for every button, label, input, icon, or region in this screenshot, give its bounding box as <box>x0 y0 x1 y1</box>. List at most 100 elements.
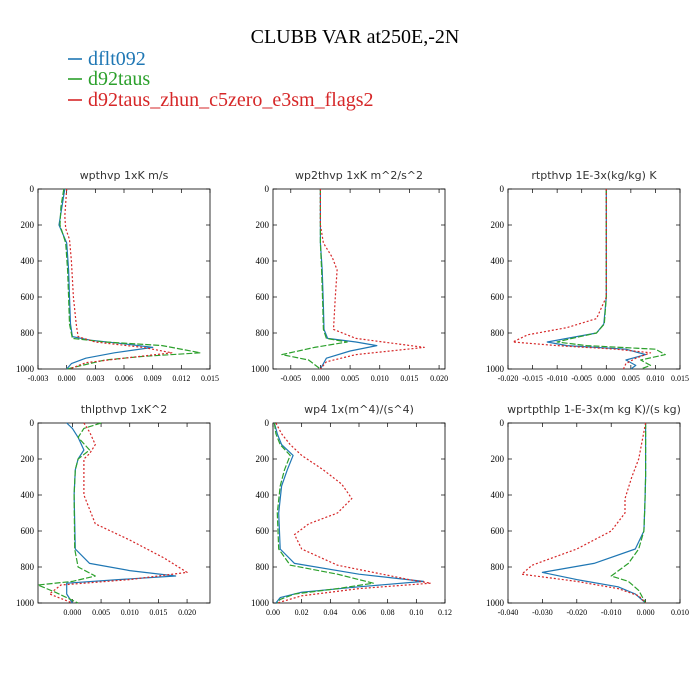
x-tick-label: -0.003 <box>28 374 49 383</box>
x-tick-label: 0.015 <box>201 374 219 383</box>
x-tick-label: -0.015 <box>522 374 543 383</box>
series-line-d92taus_zhun_c5zero_e3sm_flags2 <box>521 422 647 604</box>
y-tick-label: 200 <box>491 220 505 230</box>
y-tick-label: 0 <box>265 418 270 428</box>
series-line-dflt092 <box>319 189 378 370</box>
legend: dflt092 d92taus d92taus_zhun_c5zero_e3sm… <box>68 48 373 111</box>
series-line-d92taus_zhun_c5zero_e3sm_flags2 <box>512 189 652 370</box>
x-tick-label: -0.010 <box>601 608 622 617</box>
x-tick-label: 0.012 <box>172 374 190 383</box>
figure-title: CLUBB VAR at250E,-2N <box>251 26 460 48</box>
y-tick-label: 800 <box>21 328 35 338</box>
x-tick-label: -0.010 <box>547 374 568 383</box>
x-tick-label: 0.010 <box>671 608 689 617</box>
y-tick-label: 0 <box>30 418 35 428</box>
y-tick-label: 800 <box>256 562 270 572</box>
panel-title: rtpthvp 1E-3x(kg/kg) K <box>531 169 657 182</box>
x-tick-label: 0.020 <box>430 374 448 383</box>
series-line-dflt092 <box>273 422 425 604</box>
x-tick-label: 0.000 <box>637 608 655 617</box>
y-tick-label: 200 <box>21 220 35 230</box>
x-tick-label: -0.005 <box>571 374 592 383</box>
x-tick-label: 0.12 <box>438 608 452 617</box>
x-tick-label: 0.010 <box>371 374 389 383</box>
x-tick-label: 0.003 <box>86 374 104 383</box>
x-tick-label: 0.015 <box>671 374 689 383</box>
panel-title: wprtpthlp 1-E-3x(m kg K)/(s kg) <box>507 403 681 416</box>
y-tick-label: 0 <box>265 184 270 194</box>
x-tick-label: 0.010 <box>121 608 139 617</box>
y-tick-label: 400 <box>21 256 35 266</box>
panel-3: rtpthvp 1E-3x(kg/kg) K -0.020 -0.015 -0.010… <box>486 169 689 383</box>
y-tick-label: 0 <box>500 184 505 194</box>
series-line-d92taus <box>281 189 348 370</box>
y-tick-label: 400 <box>256 490 270 500</box>
y-tick-label: 1000 <box>251 364 270 374</box>
axes-frame <box>272 188 446 370</box>
x-tick-label: -0.040 <box>498 608 519 617</box>
axes-frame <box>272 422 446 604</box>
panel-title: thlpthvp 1xK^2 <box>81 403 168 416</box>
y-tick-label: 200 <box>256 454 270 464</box>
axes-frame <box>37 422 211 604</box>
y-tick-label: 200 <box>256 220 270 230</box>
legend-label-zhun: d92taus_zhun_c5zero_e3sm_flags2 <box>88 89 373 111</box>
x-tick-label: -0.020 <box>498 374 519 383</box>
x-tick-label: 0.005 <box>92 608 110 617</box>
panel-title: wpthvp 1xK m/s <box>80 169 169 182</box>
series-line-dflt092 <box>66 422 177 604</box>
x-tick-label: 0.000 <box>58 374 76 383</box>
y-tick-label: 600 <box>256 292 270 302</box>
x-tick-label: 0.009 <box>144 374 162 383</box>
y-tick-label: 600 <box>21 526 35 536</box>
panel-title: wp4 1x(m^4)/(s^4) <box>304 403 414 416</box>
y-tick-label: 200 <box>491 454 505 464</box>
x-tick-label: 0.010 <box>646 374 664 383</box>
series-line-d92taus_zhun_c5zero_e3sm_flags2 <box>275 422 432 604</box>
panel-4: thlpthvp 1xK^2 0.000 0.005 0.010 0.015 0.020 0… <box>16 403 211 617</box>
y-tick-label: 0 <box>500 418 505 428</box>
series-line-d92taus_zhun_c5zero_e3sm_flags2 <box>64 188 173 370</box>
panel-2: wp2thvp 1xK m^2/s^2 -0.005 0.000 0.005 0.010… <box>251 169 448 383</box>
series-line-d92taus <box>59 188 201 370</box>
x-tick-label: 0.005 <box>341 374 359 383</box>
panels: wpthvp 1xK m/s-0.003 0.000 0.003 0.006 0.009… <box>16 169 689 617</box>
axes-frame <box>507 188 681 370</box>
x-tick-label: 0.10 <box>409 608 423 617</box>
y-tick-label: 0 <box>30 184 35 194</box>
x-tick-label: 0.02 <box>295 608 309 617</box>
series-line-d92taus <box>273 422 374 604</box>
series-line-d92taus <box>610 423 647 604</box>
y-tick-label: 400 <box>256 256 270 266</box>
series-line-d92taus_zhun_c5zero_e3sm_flags2 <box>319 189 425 370</box>
x-tick-label: 0.08 <box>381 608 395 617</box>
y-tick-label: 600 <box>256 526 270 536</box>
series-line-d92taus_zhun_c5zero_e3sm_flags2 <box>48 422 188 604</box>
y-tick-label: 1000 <box>251 598 270 608</box>
y-tick-label: 800 <box>256 328 270 338</box>
y-tick-label: 600 <box>21 292 35 302</box>
panel-6: wprtpthlp 1-E-3x(m kg K)/(s kg) -0.040 -0.… <box>486 403 689 617</box>
y-tick-label: 800 <box>491 328 505 338</box>
x-tick-label: 0.005 <box>622 374 640 383</box>
legend-label-dflt092: dflt092 <box>88 48 146 70</box>
y-tick-label: 600 <box>491 526 505 536</box>
x-tick-label: 0.015 <box>149 608 167 617</box>
panel-1: wpthvp 1xK m/s -0.003 0.000 0.003 0.006 0.009… <box>16 169 219 383</box>
y-tick-label: 800 <box>491 562 505 572</box>
y-tick-label: 200 <box>21 454 35 464</box>
axes-frame <box>507 422 681 604</box>
x-tick-label: 0.000 <box>597 374 615 383</box>
x-tick-label: -0.020 <box>566 608 587 617</box>
x-tick-label: 0.00 <box>266 608 280 617</box>
x-tick-label: -0.005 <box>280 374 301 383</box>
x-tick-label: 0.020 <box>178 608 196 617</box>
x-tick-label: 0.06 <box>352 608 366 617</box>
y-tick-label: 800 <box>21 562 35 572</box>
y-tick-label: 1000 <box>16 364 35 374</box>
legend-label-d92taus: d92taus <box>88 68 150 90</box>
y-tick-label: 600 <box>491 292 505 302</box>
x-tick-label: 0.000 <box>63 608 81 617</box>
panel-5: wp4 1x(m^4)/(s^4) 0.00 0.02 0.04 0.06 0.08 0.1… <box>251 403 452 617</box>
